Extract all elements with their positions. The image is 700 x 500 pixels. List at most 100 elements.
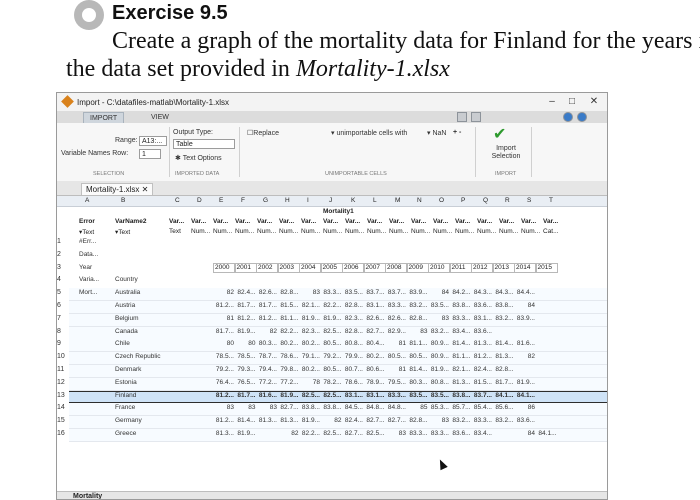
- data-cell[interactable]: 82.3...: [301, 327, 320, 335]
- data-cell[interactable]: 81: [226, 314, 234, 322]
- data-cell[interactable]: 84.3...: [495, 289, 514, 297]
- selected-row-highlight[interactable]: [69, 390, 607, 403]
- data-cell[interactable]: 81.9...: [430, 366, 449, 373]
- data-cell[interactable]: 80.9...: [430, 353, 449, 361]
- data-cell[interactable]: 83.6...: [452, 430, 471, 437]
- data-cell[interactable]: 80.2...: [280, 340, 299, 348]
- cell-country[interactable]: Country: [115, 276, 138, 284]
- tab-import[interactable]: IMPORT: [83, 112, 125, 124]
- cell-a[interactable]: Varia...: [79, 276, 100, 284]
- data-cell[interactable]: 83.2...: [452, 417, 471, 425]
- data-cell[interactable]: 84.3...: [473, 289, 492, 297]
- type-header[interactable]: Num...: [213, 228, 233, 235]
- data-cell[interactable]: 82.8...: [344, 327, 363, 335]
- data-cell[interactable]: 80.2...: [366, 353, 385, 361]
- year-cell[interactable]: 2000: [213, 262, 235, 273]
- data-cell[interactable]: 83.3...: [452, 314, 471, 322]
- data-cell[interactable]: 82.1...: [301, 302, 320, 309]
- import-selection-button[interactable]: Import Selection: [491, 145, 521, 160]
- year-cell[interactable]: 2005: [320, 262, 343, 273]
- cell-country[interactable]: Finland: [115, 391, 137, 399]
- data-cell[interactable]: 81.3...: [473, 340, 492, 348]
- data-cell[interactable]: 83.3...: [323, 289, 342, 297]
- data-cell[interactable]: 84.5...: [344, 404, 363, 412]
- data-cell[interactable]: 83.4...: [452, 327, 471, 335]
- row-number[interactable]: 14: [57, 404, 65, 412]
- data-cell[interactable]: 83.9...: [409, 289, 428, 297]
- year-cell[interactable]: 2013: [492, 262, 515, 273]
- varnames-input[interactable]: 1: [139, 149, 161, 159]
- data-cell[interactable]: 83: [441, 417, 449, 425]
- data-cell[interactable]: 83.3...: [430, 430, 449, 437]
- minimize-button[interactable]: –: [549, 96, 555, 107]
- data-cell[interactable]: 82.6...: [387, 314, 406, 322]
- add-remove-rule-buttons[interactable]: + -: [453, 129, 462, 136]
- data-cell[interactable]: 79.2...: [323, 353, 342, 361]
- data-cell[interactable]: 81: [398, 340, 406, 348]
- sheet-tab-mortality[interactable]: Mortality: [73, 493, 103, 500]
- var-header[interactable]: Var...: [455, 218, 471, 225]
- data-cell[interactable]: 81.9...: [516, 378, 535, 386]
- data-cell[interactable]: 83.2...: [495, 417, 514, 425]
- data-cell[interactable]: 80.6...: [366, 366, 385, 373]
- data-cell[interactable]: 83: [312, 289, 320, 297]
- var-header[interactable]: Var...: [521, 218, 537, 225]
- range-input[interactable]: A13:...: [139, 136, 167, 146]
- var-header[interactable]: Var...: [389, 218, 405, 225]
- data-cell[interactable]: 83: [398, 430, 406, 437]
- data-cell[interactable]: 81.2...: [215, 417, 234, 425]
- type-header[interactable]: Num...: [455, 228, 475, 235]
- replace-select[interactable]: ☐Replace: [247, 130, 279, 137]
- data-cell[interactable]: 83.7...: [366, 289, 385, 297]
- row-number[interactable]: 4: [57, 276, 61, 284]
- quick-access-icon[interactable]: [471, 112, 481, 122]
- data-cell[interactable]: 82: [226, 289, 234, 297]
- row-number[interactable]: 11: [57, 366, 65, 373]
- cell-country[interactable]: Estonia: [115, 378, 137, 386]
- data-cell[interactable]: 81.3...: [215, 430, 234, 437]
- var-header[interactable]: Var...: [169, 218, 185, 225]
- cell-country[interactable]: Germany: [115, 417, 142, 425]
- data-cell[interactable]: 82.8...: [280, 289, 299, 297]
- cell-a[interactable]: #Err...: [79, 238, 97, 245]
- type-header[interactable]: Num...: [433, 228, 453, 235]
- cell-country[interactable]: Australia: [115, 289, 141, 297]
- var-header[interactable]: Var...: [279, 218, 295, 225]
- data-cell[interactable]: 83.7...: [387, 289, 406, 297]
- type-header[interactable]: Cat...: [543, 228, 559, 235]
- year-cell[interactable]: 2006: [342, 262, 364, 273]
- data-cell[interactable]: 79.4...: [258, 366, 277, 373]
- data-cell[interactable]: 83.5...: [409, 391, 428, 399]
- data-cell[interactable]: 80.2...: [301, 366, 320, 373]
- text-options-button[interactable]: ✱ Text Options: [175, 155, 222, 162]
- data-cell[interactable]: 83.3...: [409, 430, 428, 437]
- data-cell[interactable]: 82.8...: [409, 417, 428, 425]
- data-cell[interactable]: 78.7...: [258, 353, 277, 361]
- data-cell[interactable]: 81.6...: [258, 391, 277, 399]
- year-cell[interactable]: 2002: [256, 262, 278, 273]
- data-cell[interactable]: 84.1...: [516, 391, 535, 399]
- data-cell[interactable]: 83.2...: [430, 327, 449, 335]
- data-cell[interactable]: 79.8...: [280, 366, 299, 373]
- data-cell[interactable]: 81.7...: [495, 378, 514, 386]
- data-cell[interactable]: 83.9...: [516, 314, 535, 322]
- data-cell[interactable]: 84.8...: [366, 404, 385, 412]
- var-header-a[interactable]: Error: [79, 218, 95, 225]
- data-cell[interactable]: 76.5...: [237, 378, 256, 386]
- data-cell[interactable]: 82.5...: [323, 430, 342, 437]
- data-cell[interactable]: 83: [226, 404, 234, 412]
- year-cell[interactable]: 2008: [385, 262, 407, 273]
- data-cell[interactable]: 82.4...: [237, 289, 256, 297]
- data-cell[interactable]: 80.9...: [430, 340, 449, 348]
- data-cell[interactable]: 82.7...: [366, 327, 385, 335]
- help-icon[interactable]: [563, 112, 573, 122]
- year-cell[interactable]: 2010: [428, 262, 450, 273]
- data-cell[interactable]: 80.8...: [344, 340, 363, 348]
- data-cell[interactable]: 81.6...: [516, 340, 535, 348]
- data-cell[interactable]: 83.3...: [387, 302, 406, 309]
- document-tab[interactable]: Mortality-1.xlsx ✕: [81, 183, 154, 195]
- data-cell[interactable]: 82.8...: [495, 366, 514, 373]
- type-header[interactable]: Num...: [257, 228, 277, 235]
- type-header[interactable]: Num...: [477, 228, 497, 235]
- data-cell[interactable]: 81.7...: [237, 391, 256, 399]
